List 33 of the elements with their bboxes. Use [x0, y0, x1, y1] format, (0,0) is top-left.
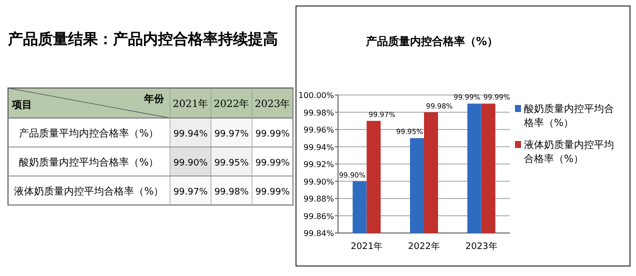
y-tick-label: 99.90%	[303, 177, 334, 186]
y-axis-title: 项目	[11, 100, 32, 111]
data-label: 99.98%	[214, 188, 250, 198]
y-tick-label: 产品质量平均内控合格率（%）	[19, 128, 159, 140]
x-axis-title: 年份	[143, 93, 165, 105]
data-label: 99.90%	[173, 158, 208, 168]
chart-title: 产品质量内控合格率（%）	[364, 35, 498, 48]
x-tick-label: 2022年	[408, 241, 440, 252]
y-tick-label: 99.86%	[303, 212, 334, 221]
x-tick-label: 2021年	[172, 98, 208, 110]
x-tick-label: 2023年	[465, 241, 498, 252]
y-tick-label: 100.00%	[298, 91, 334, 100]
y-tick-label: 99.88%	[303, 194, 334, 204]
chart-title: 产品质量结果：产品内控合格率持续提高	[7, 30, 278, 48]
x-tick-label: 2023年	[254, 98, 290, 110]
data-label: 99.99%	[255, 158, 290, 168]
data-label: 99.97%	[214, 130, 250, 140]
data-label: 99.95%	[214, 158, 250, 168]
legend-label: 液体奶质量内控平均合格率（%）	[524, 139, 614, 165]
data-label: 99.99%	[255, 130, 290, 140]
y-tick-label: 99.94%	[303, 142, 334, 152]
data-label: 99.94%	[173, 130, 208, 140]
data-label: 99.99%	[255, 188, 290, 198]
y-tick-label: 99.98%	[303, 108, 334, 118]
y-tick-label: 酸奶质量内控平均合格率（%）	[19, 156, 159, 168]
legend-label: 酸奶质量内控平均合格率（%）	[523, 103, 614, 129]
y-tick-label: 99.96%	[303, 126, 334, 134]
y-tick-label: 99.84%	[303, 229, 334, 238]
x-tick-label: 2021年	[350, 241, 383, 252]
data-label: 99.97%	[173, 188, 208, 198]
y-tick-label: 液体奶质量内控平均合格率（%）	[14, 186, 164, 198]
y-tick-label: 99.92%	[303, 160, 334, 169]
x-tick-label: 2022年	[214, 98, 250, 110]
